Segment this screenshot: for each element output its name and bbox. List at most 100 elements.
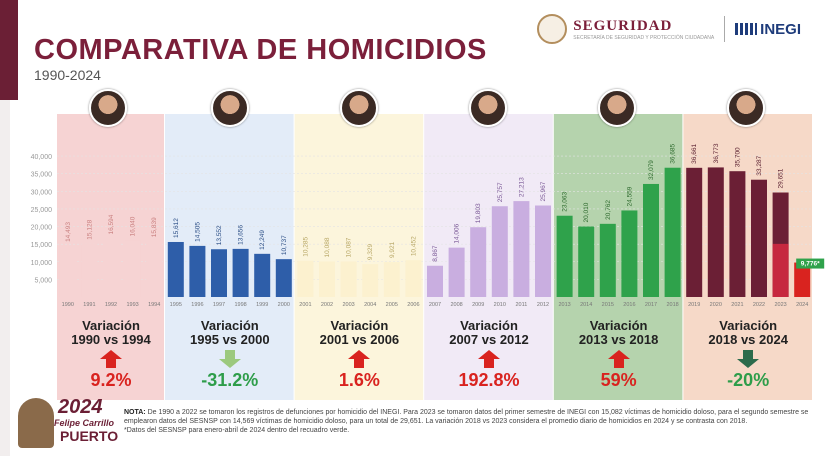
variation-label: Variación 2007 vs 2012 — [449, 318, 529, 347]
portrait-period-4 — [469, 89, 507, 127]
note-footnote: *Datos del SESNSP para enero-abril de 20… — [124, 427, 350, 434]
x-tick-label-2007: 2007 — [429, 302, 441, 308]
value-label-2024: 9,776* — [801, 261, 820, 268]
x-tick-label-2001: 2001 — [299, 302, 311, 308]
x-tick-label-2017: 2017 — [645, 302, 657, 308]
y-tick-label: 30,000 — [31, 189, 53, 196]
bar-2021 — [729, 171, 746, 297]
value-label-2011: 27,213 — [518, 177, 525, 197]
value-label-1996: 14,505 — [194, 222, 201, 242]
portrait-period-3 — [340, 89, 378, 127]
variation-label: Variación 2013 vs 2018 — [578, 318, 659, 347]
value-label-1994: 15,839 — [151, 217, 158, 237]
value-label-1998: 13,656 — [238, 225, 245, 245]
value-label-2006: 10,452 — [410, 236, 417, 256]
y-tick-label: 15,000 — [31, 242, 53, 249]
value-label-1999: 12,249 — [259, 230, 266, 250]
arrow-up-icon — [607, 350, 630, 368]
period-bg-2 — [165, 114, 294, 314]
seguridad-logo: SEGURIDAD SECRETARÍA DE SEGURIDAD Y PROT… — [537, 14, 714, 44]
page-subtitle: 1990-2024 — [34, 67, 101, 83]
variation-label: Variación 2001 vs 2006 — [319, 318, 400, 347]
x-tick-label-1998: 1998 — [234, 302, 246, 308]
bar-2004 — [362, 264, 379, 297]
portrait-period-5 — [598, 89, 636, 127]
x-tick-label-2004: 2004 — [364, 302, 376, 308]
x-tick-label-2002: 2002 — [321, 302, 333, 308]
x-tick-label-1999: 1999 — [256, 302, 268, 308]
x-tick-label-2009: 2009 — [472, 302, 484, 308]
y-tick-label: 10,000 — [31, 260, 53, 267]
portrait-period-2 — [211, 89, 249, 127]
value-label-2000: 10,737 — [281, 235, 288, 255]
note-lead: NOTA: — [124, 409, 146, 416]
x-tick-label-2010: 2010 — [494, 302, 506, 308]
x-tick-label-2008: 2008 — [450, 302, 462, 308]
bar-2018 — [664, 167, 681, 297]
bar-2010 — [491, 206, 508, 297]
x-tick-label-2015: 2015 — [602, 302, 614, 308]
variation-label: Variación 1995 vs 2000 — [190, 318, 270, 347]
value-label-2018: 36,685 — [670, 143, 677, 163]
bar-2009 — [470, 227, 487, 297]
bar-2006 — [405, 260, 422, 297]
value-label-2013: 23,063 — [562, 191, 569, 211]
x-tick-label-1991: 1991 — [83, 302, 95, 308]
bar-1996 — [189, 245, 206, 297]
period-bg-3 — [294, 114, 424, 314]
bar-1993 — [124, 240, 141, 297]
value-label-1997: 13,552 — [216, 225, 223, 245]
x-tick-label-2013: 2013 — [558, 302, 570, 308]
bar-2022 — [751, 179, 767, 297]
x-tick-label-1997: 1997 — [213, 302, 225, 308]
bar-1991 — [81, 243, 98, 297]
seal-icon — [537, 14, 568, 44]
value-label-2019: 36,661 — [691, 144, 698, 164]
y-tick-label: 20,000 — [31, 225, 53, 232]
bar-2002 — [319, 261, 335, 297]
x-tick-label-2019: 2019 — [688, 302, 700, 308]
x-tick-label-2000: 2000 — [278, 302, 290, 308]
felipe-carrillo-puerto-logo: 2024 Felipe Carrillo PUERTO — [10, 396, 118, 452]
bar-2017 — [643, 183, 659, 297]
variation-label: Variación 1990 vs 1994 — [71, 318, 151, 347]
value-label-2015: 20,762 — [605, 200, 612, 220]
value-label-2017: 32,079 — [648, 160, 655, 180]
bar-2008 — [448, 247, 465, 297]
value-label-2005: 9,921 — [389, 241, 396, 258]
x-tick-label-1992: 1992 — [105, 302, 117, 308]
y-tick-label: 35,000 — [31, 172, 53, 179]
arrow-up-icon — [348, 350, 371, 368]
value-label-2021: 35,700 — [734, 147, 741, 167]
value-label-2007: 8,867 — [432, 245, 439, 262]
bar-2011 — [513, 201, 530, 297]
value-label-2014: 20,010 — [583, 202, 590, 222]
arrow-down-icon — [737, 350, 760, 368]
bar-2014 — [578, 226, 595, 297]
footnote: NOTA: De 1990 a 2022 se tomaron los regi… — [124, 408, 814, 435]
y-tick-label: 40,000 — [31, 154, 53, 161]
x-tick-label-1994: 1994 — [148, 302, 160, 308]
page-title: COMPARATIVA DE HOMICIDIOS — [34, 34, 487, 66]
x-tick-label-1996: 1996 — [191, 302, 203, 308]
x-tick-label-1993: 1993 — [126, 302, 138, 308]
variation-card-4: Variación 2007 vs 2012 192.8% — [430, 317, 548, 397]
variation-value: 59% — [600, 370, 637, 390]
bar-2019 — [686, 167, 703, 297]
variation-value: 1.6% — [338, 370, 380, 390]
x-tick-label-2014: 2014 — [580, 302, 592, 308]
x-tick-label-1990: 1990 — [62, 302, 74, 308]
bar-2023-first-half — [772, 243, 789, 297]
logo-divider — [724, 16, 726, 42]
left-side-band — [0, 100, 10, 456]
value-label-1993: 16,040 — [130, 216, 137, 236]
period-bg-5 — [553, 114, 683, 314]
inegi-mark-icon — [735, 23, 758, 35]
seguridad-title: SEGURIDAD — [573, 17, 673, 34]
logo-name: Felipe Carrillo — [54, 418, 115, 428]
bar-1995 — [167, 241, 184, 297]
value-label-2016: 24,559 — [626, 186, 633, 206]
arrow-up-icon — [100, 350, 122, 368]
y-tick-label: 5,000 — [34, 277, 52, 284]
portrait-period-1 — [89, 89, 127, 127]
